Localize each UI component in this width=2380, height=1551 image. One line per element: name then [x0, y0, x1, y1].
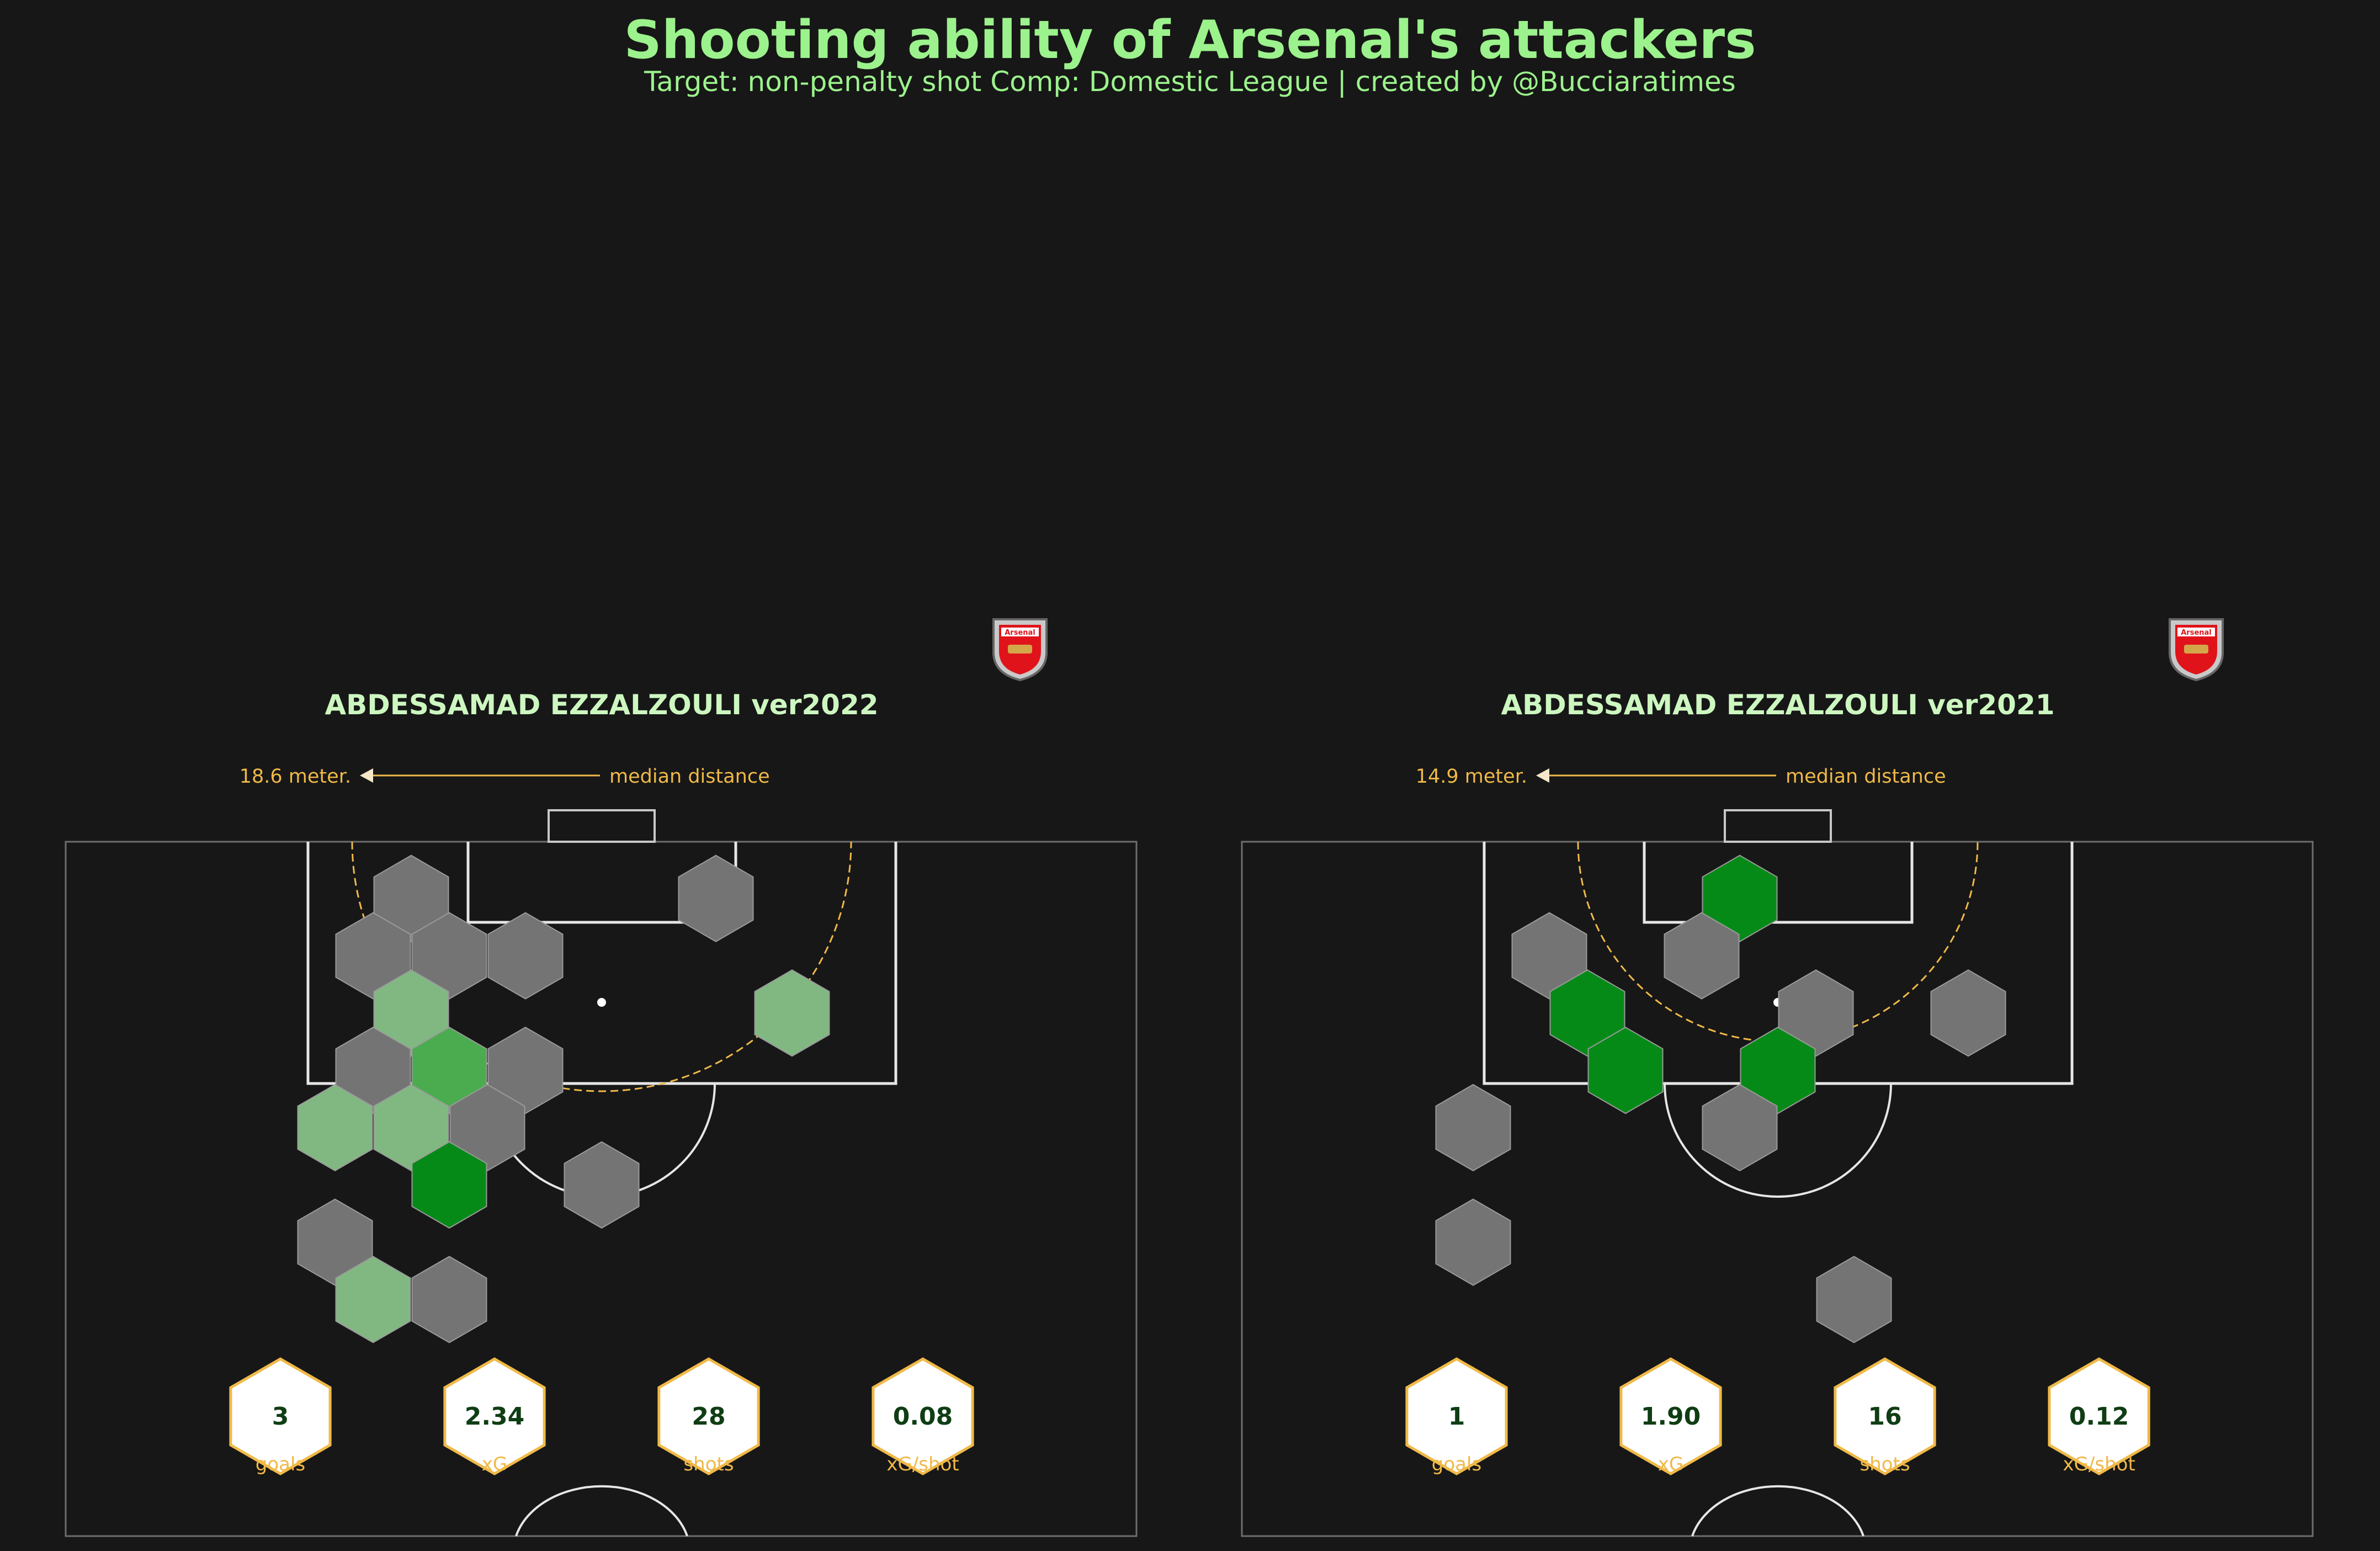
- hexbin: [335, 912, 411, 1000]
- stat-hexagon: [1834, 1357, 1936, 1475]
- hexbin: [564, 1141, 640, 1229]
- stat-hexagon: [443, 1357, 546, 1475]
- stat-label: xG/shot: [2063, 1453, 2135, 1475]
- hexbin: [1702, 854, 1778, 942]
- penalty-arc: [1664, 1083, 1892, 1198]
- stat-xg-shot: 0.08 xG/shot: [872, 1357, 974, 1475]
- stat-hexagon: [1619, 1357, 1722, 1475]
- stat-value: 1.90: [1641, 1403, 1701, 1431]
- crest-label: Arsenal: [2181, 629, 2212, 637]
- stat-hexagon: [1405, 1357, 1508, 1475]
- arrow-left-icon: [360, 768, 373, 783]
- stat-label: xG/shot: [886, 1453, 959, 1475]
- penalty-area: [306, 842, 897, 1085]
- stat-value: 28: [692, 1403, 725, 1431]
- stat-value: 1: [1448, 1403, 1465, 1431]
- hexbin: [1664, 912, 1740, 1000]
- hexbin: [373, 1083, 449, 1172]
- arsenal-crest-icon: Arsenal: [2169, 618, 2224, 682]
- hexbin: [678, 854, 754, 942]
- player-panel-1: Arsenal ABDESSAMAD EZZALZOULI ver2022 18.6…: [65, 618, 1138, 1537]
- player-title: ABDESSAMAD EZZALZOULI ver2022: [325, 689, 878, 721]
- median-distance-value: 14.9 meter.: [1416, 766, 1527, 788]
- hexbin: [487, 1027, 564, 1114]
- hexbins: [1435, 854, 2006, 1343]
- hexbin: [487, 912, 564, 1000]
- goal-frame: [548, 809, 656, 843]
- pitch-outline: [1241, 841, 2314, 1537]
- stat-label: xG: [482, 1453, 507, 1475]
- crest-label: Arsenal: [1005, 629, 1035, 637]
- hexbin: [335, 1256, 411, 1343]
- player-panel-2: Arsenal ABDESSAMAD EZZALZOULI ver2021 14.9…: [1241, 618, 2314, 1537]
- stat-xg: 1.90 xG: [1619, 1357, 1722, 1475]
- hexbin: [411, 1027, 487, 1114]
- stat-hexagon: [872, 1357, 974, 1475]
- hexbin: [1702, 1083, 1778, 1172]
- goal-frame: [1724, 809, 1832, 843]
- stat-label: xG: [1658, 1453, 1683, 1475]
- median-distance-circle: [1577, 841, 1979, 1043]
- median-distance-label: median distance: [609, 766, 770, 788]
- stat-shots: 28 shots: [657, 1357, 760, 1475]
- hexbin: [1511, 912, 1587, 1000]
- hexbin: [1740, 1027, 1816, 1114]
- arrow-left-icon: [1536, 768, 1549, 783]
- hexbin: [754, 969, 830, 1057]
- median-distance-value: 18.6 meter.: [240, 766, 351, 788]
- hexbin: [1816, 1256, 1892, 1343]
- hexbins: [297, 854, 830, 1343]
- stat-value: 0.08: [893, 1403, 953, 1431]
- hexbin: [411, 1256, 487, 1343]
- hexbin: [1587, 1027, 1664, 1114]
- hexbin: [411, 912, 487, 1000]
- crest-banner: [1001, 628, 1039, 636]
- arsenal-crest-icon: Arsenal: [992, 618, 1048, 682]
- stat-label: goals: [256, 1453, 305, 1475]
- penalty-spot: [597, 998, 606, 1007]
- hexbin: [411, 1141, 487, 1229]
- stat-hexagon: [657, 1357, 760, 1475]
- hexbin: [1435, 1198, 1511, 1286]
- hexbin: [297, 1198, 373, 1286]
- center-circle: [515, 1485, 688, 1537]
- stat-shots: 16 shots: [1834, 1357, 1936, 1475]
- stat-value: 3: [272, 1403, 289, 1431]
- hexbin: [373, 969, 449, 1057]
- crest-cannon: [1008, 645, 1032, 654]
- hexbin: [297, 1083, 373, 1172]
- hexbin: [335, 1027, 411, 1114]
- stat-xg: 2.34 xG: [443, 1357, 546, 1475]
- stat-goals: 1 goals: [1405, 1357, 1508, 1475]
- six-yard-box: [1643, 842, 1914, 924]
- stat-value: 2.34: [465, 1403, 525, 1431]
- stat-xg-shot: 0.12 xG/shot: [2048, 1357, 2150, 1475]
- crest-cannon: [2184, 645, 2208, 654]
- hexbin: [373, 854, 449, 942]
- stat-value: 16: [1868, 1403, 1901, 1431]
- hexbin: [1930, 969, 2006, 1057]
- player-title: ABDESSAMAD EZZALZOULI ver2021: [1501, 689, 2054, 721]
- stat-label: shots: [683, 1453, 734, 1475]
- chart-subtitle: Target: non-penalty shot Comp: Domestic …: [644, 66, 1736, 98]
- median-distance-label: median distance: [1786, 766, 1946, 788]
- stat-hexagon: [229, 1357, 332, 1475]
- hexbin: [1435, 1083, 1511, 1172]
- stat-label: goals: [1432, 1453, 1481, 1475]
- stat-label: shots: [1860, 1453, 1910, 1475]
- stat-goals: 3 goals: [229, 1357, 332, 1475]
- stat-value: 0.12: [2069, 1403, 2129, 1431]
- hexbin: [1549, 969, 1625, 1057]
- chart-title: Shooting ability of Arsenal's attackers: [624, 10, 1756, 71]
- hexbin: [1778, 969, 1854, 1057]
- stat-hexagon: [2048, 1357, 2150, 1475]
- hexbin: [449, 1083, 525, 1172]
- crest-banner: [2177, 628, 2215, 636]
- center-circle: [1691, 1485, 1864, 1537]
